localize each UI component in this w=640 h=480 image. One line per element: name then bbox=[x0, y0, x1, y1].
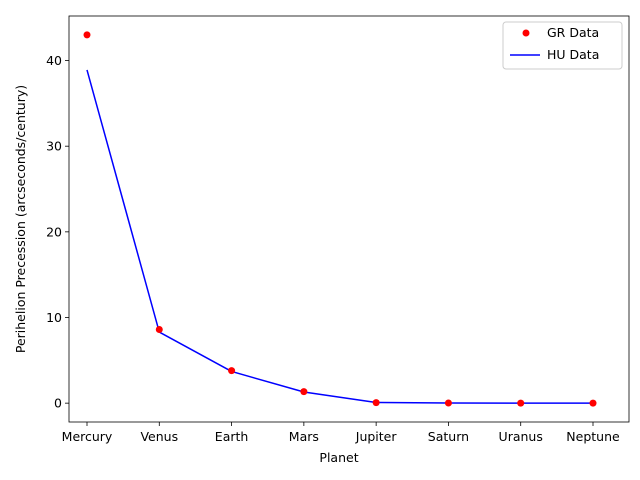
y-axis-label: Perihelion Precession (arcseconds/centur… bbox=[13, 85, 28, 353]
x-tick-label: Saturn bbox=[428, 429, 469, 444]
hu-data-line bbox=[86, 69, 594, 404]
x-tick-label: Mercury bbox=[62, 429, 113, 444]
y-tick-label: 20 bbox=[46, 224, 62, 239]
plot-area bbox=[69, 16, 629, 422]
x-tick-label: Earth bbox=[215, 429, 249, 444]
scatter-series-layer bbox=[83, 31, 597, 407]
x-tick-label: Venus bbox=[140, 429, 178, 444]
gr-data-point bbox=[444, 399, 452, 407]
gr-data-point bbox=[155, 325, 163, 333]
x-axis: Mercury Venus Earth Mars Jupiter Saturn Uranus… bbox=[62, 422, 620, 444]
x-tick-label: Neptune bbox=[566, 429, 620, 444]
gr-data-point bbox=[300, 388, 308, 396]
legend-box bbox=[502, 21, 623, 70]
legend-label-hu: HU Data bbox=[547, 47, 599, 62]
gr-data-point bbox=[228, 367, 236, 375]
gr-data-point bbox=[372, 399, 380, 407]
legend: GR Data HU Data bbox=[502, 21, 623, 70]
gr-data-point bbox=[83, 31, 91, 39]
x-tick-label: Jupiter bbox=[355, 429, 398, 444]
legend-label-gr: GR Data bbox=[547, 25, 599, 40]
x-tick-label: Mars bbox=[289, 429, 319, 444]
gr-data-point bbox=[517, 399, 525, 407]
line-series-layer bbox=[86, 69, 594, 404]
y-tick-label: 40 bbox=[46, 53, 62, 68]
x-axis-label: Planet bbox=[319, 450, 358, 465]
y-tick-label: 30 bbox=[46, 139, 62, 154]
gr-data-point bbox=[589, 399, 597, 407]
x-tick-label: Uranus bbox=[499, 429, 543, 444]
y-tick-label: 10 bbox=[46, 310, 62, 325]
y-axis: 0 10 20 30 40 bbox=[46, 53, 69, 411]
plot-frame bbox=[68, 15, 630, 423]
legend-marker-gr bbox=[522, 29, 530, 37]
y-tick-label: 0 bbox=[54, 396, 62, 411]
